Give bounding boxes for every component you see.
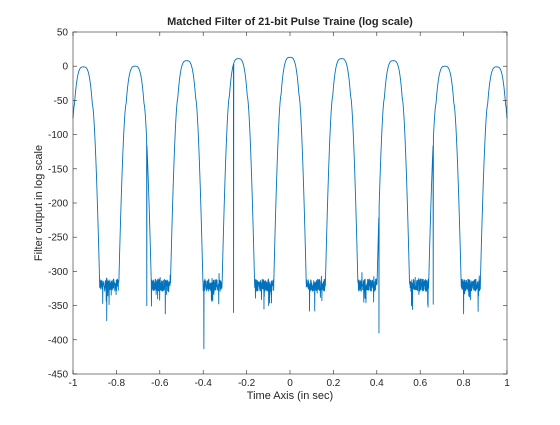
x-tick-label: 0.6	[413, 378, 427, 389]
y-tick-label: -250	[48, 233, 68, 244]
y-tick-label: -350	[48, 301, 68, 312]
x-tick-label: -0.8	[108, 378, 126, 389]
x-tick-label: -0.4	[195, 378, 213, 389]
plot-background	[73, 32, 507, 374]
x-tick-label: -0.2	[238, 378, 256, 389]
series-layer	[72, 56, 508, 350]
y-tick-label: -100	[48, 130, 68, 141]
y-tick-label: -450	[48, 370, 68, 381]
y-axis-label: Filter output in log scale	[33, 145, 45, 261]
series-line	[72, 56, 508, 350]
x-tick-label: -1	[69, 378, 78, 389]
plot-box	[72, 31, 508, 375]
x-tick-label: 0.8	[457, 378, 471, 389]
chart-title: Matched Filter of 21-bit Pulse Traine (l…	[167, 16, 413, 28]
x-tick-label: 1	[504, 378, 510, 389]
ticks-layer: -1 -0.8 -0.6 -0.4 -0.2 0 0.2 0.4 0.6 0.8 1 50 0 -50 -1…	[48, 28, 510, 390]
y-tick-label: -200	[48, 199, 68, 210]
y-tick-label: -50	[54, 96, 69, 107]
y-tick-label: -400	[48, 335, 68, 346]
x-tick-label: 0.2	[326, 378, 340, 389]
y-tick-label: 0	[62, 62, 68, 73]
x-tick-label: 0	[287, 378, 293, 389]
y-tick-label: 50	[57, 28, 69, 39]
x-tick-label: -0.6	[151, 378, 169, 389]
x-tick-label: 0.4	[370, 378, 384, 389]
y-tick-label: -300	[48, 267, 68, 278]
x-axis-label: Time Axis (in sec)	[247, 390, 333, 402]
y-tick-label: -150	[48, 164, 68, 175]
